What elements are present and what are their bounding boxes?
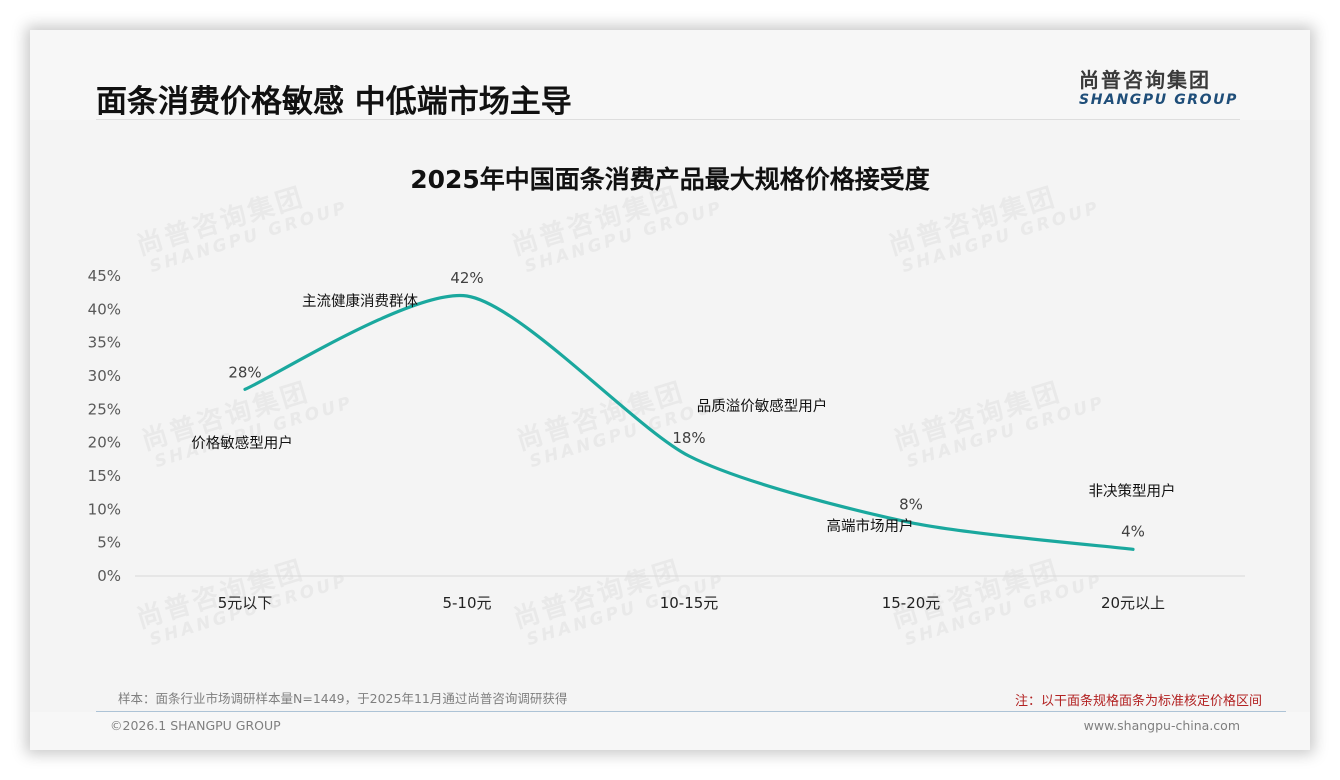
page-title: 面条消费价格敏感 中低端市场主导 [96, 84, 572, 120]
y-tick-label: 20% [88, 434, 121, 452]
x-tick-label: 15-20元 [882, 594, 941, 612]
source-note: 样本：面条行业市场调研样本量N=1449，于2025年11月通过尚普咨询调研获得 [118, 691, 568, 706]
header-band [30, 30, 1310, 120]
x-tick-label: 20元以上 [1101, 594, 1165, 612]
segment-annotation: 非决策型用户 [1089, 483, 1176, 500]
y-tick-label: 25% [88, 400, 121, 418]
price-note: 注：以干面条规格面条为标准核定价格区间 [1014, 694, 1262, 709]
y-tick-label: 5% [97, 534, 121, 552]
footer-divider [96, 711, 1286, 712]
x-tick-label: 10-15元 [660, 594, 719, 612]
copyright: ©2026.1 SHANGPU GROUP [110, 718, 281, 733]
data-label: 18% [672, 429, 705, 447]
data-label: 4% [1121, 522, 1145, 540]
x-tick-label: 5-10元 [442, 594, 491, 612]
data-label: 42% [450, 269, 483, 287]
y-tick-label: 45% [88, 267, 121, 285]
slide: 面条消费价格敏感 中低端市场主导 尚普咨询集团 SHANGPU GROUP 尚普… [30, 30, 1310, 750]
y-tick-label: 10% [88, 500, 121, 518]
data-label: 8% [899, 496, 923, 514]
logo-text-cn: 尚普咨询集团 [1079, 68, 1212, 92]
series-line [243, 294, 1135, 551]
segment-annotation: 高端市场用户 [827, 518, 914, 535]
data-label: 28% [228, 363, 261, 381]
y-axis: 0% 5% 10% 15% 20% 25% 30% 35% 40% 45% [88, 267, 121, 585]
segment-annotation: 品质溢价敏感型用户 [697, 398, 828, 415]
y-tick-label: 0% [97, 567, 121, 585]
x-axis: 5元以下 5-10元 10-15元 15-20元 20元以上 [218, 594, 1165, 612]
y-tick-label: 40% [88, 300, 121, 318]
company-logo: 尚普咨询集团 SHANGPU GROUP [1079, 64, 1238, 108]
website-link[interactable]: www.shangpu-china.com [1083, 718, 1240, 733]
y-tick-label: 35% [88, 334, 121, 352]
x-tick-label: 5元以下 [218, 594, 273, 612]
footer-band [30, 712, 1310, 750]
y-tick-label: 30% [88, 367, 121, 385]
y-tick-label: 15% [88, 467, 121, 485]
logo-text-en: SHANGPU GROUP [1079, 92, 1238, 108]
data-labels: 28% 42% 18% 8% 4% [228, 269, 1145, 540]
segment-annotation: 主流健康消费群体 [302, 293, 418, 310]
segment-annotation: 价格敏感型用户 [191, 435, 293, 452]
header-divider [96, 119, 1240, 120]
chart-title: 2025年中国面条消费产品最大规格价格接受度 [410, 165, 930, 194]
